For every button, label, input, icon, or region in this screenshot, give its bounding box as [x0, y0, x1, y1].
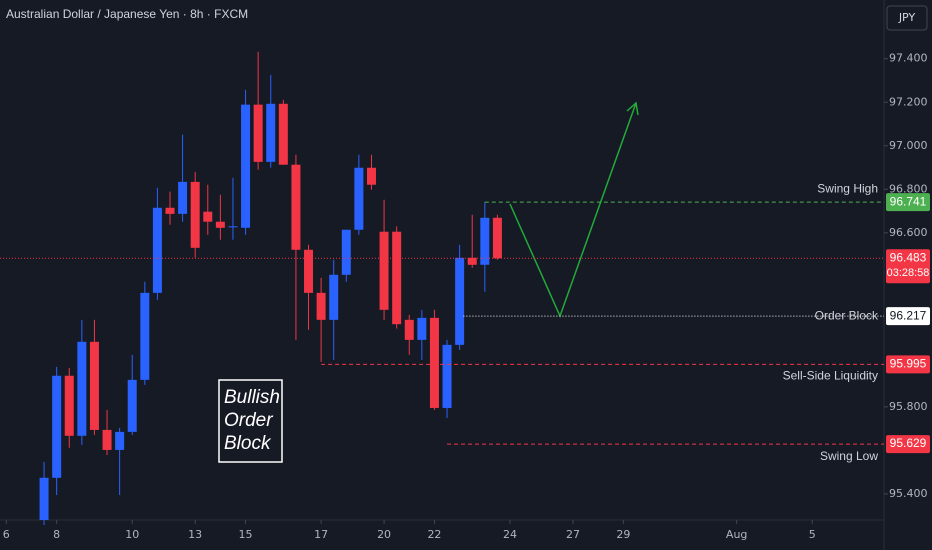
x-tick-label: 17	[314, 528, 328, 541]
candle-body	[442, 344, 452, 408]
price-label-box	[886, 435, 930, 454]
x-tick-label: Aug	[726, 528, 747, 541]
candle-body	[253, 104, 263, 162]
candle-body	[341, 229, 351, 275]
candle-body	[429, 317, 439, 408]
candle-body	[455, 257, 465, 345]
candle-body	[77, 341, 87, 436]
price-label-box	[886, 355, 930, 374]
x-tick-label: 6	[3, 528, 10, 541]
candle-body	[266, 103, 276, 162]
candle-body	[492, 217, 502, 259]
level-label: Sell-Side Liquidity	[783, 369, 878, 383]
candle-body	[278, 103, 288, 165]
x-tick-label: 10	[125, 528, 139, 541]
candle-body	[467, 257, 477, 265]
x-tick-label: 15	[239, 528, 253, 541]
candle-body	[115, 431, 125, 450]
x-tick-label: 22	[427, 528, 441, 541]
candle-body	[329, 274, 339, 320]
candle-body	[64, 375, 74, 436]
level-label: Swing Low	[820, 449, 878, 463]
candle-body	[366, 167, 376, 185]
price-label: 96.217	[890, 308, 927, 322]
x-tick-label: 13	[188, 528, 202, 541]
x-tick-label: 24	[503, 528, 517, 541]
candle-body	[102, 429, 112, 450]
candle-body	[140, 292, 150, 380]
y-tick-label: 96.600	[889, 226, 928, 239]
arrow-head	[626, 101, 639, 116]
candle-body	[291, 164, 301, 250]
candle-body	[228, 226, 238, 228]
candle-body	[241, 104, 251, 228]
candle-body	[52, 375, 62, 478]
candle-body	[480, 217, 490, 265]
x-tick-label: 27	[566, 528, 580, 541]
last-price-label: 96.483	[890, 250, 927, 264]
candles	[39, 51, 502, 526]
candle-body	[379, 231, 389, 310]
candle-body	[203, 211, 213, 222]
price-label-box	[886, 193, 930, 212]
last-price-box	[886, 249, 930, 284]
x-tick-label: 20	[377, 528, 391, 541]
y-tick-label: 97.400	[889, 52, 928, 65]
box-text: Block	[224, 433, 272, 454]
currency-label: JPY	[898, 11, 916, 24]
candle-body	[304, 249, 314, 293]
candle-body	[127, 379, 137, 432]
y-tick-label: 95.800	[889, 400, 928, 413]
candle-body	[354, 167, 364, 230]
candle-body	[152, 207, 162, 293]
x-tick-label: 8	[53, 528, 60, 541]
candle-body	[178, 181, 188, 214]
candle-body	[417, 317, 427, 340]
box-text: Order	[224, 410, 273, 431]
y-tick-label: 97.200	[889, 95, 928, 108]
y-tick-label: 95.400	[889, 487, 928, 500]
price-label: 96.741	[890, 194, 927, 208]
candle-body	[39, 477, 49, 520]
candle-body	[215, 221, 225, 228]
price-label: 95.995	[890, 357, 927, 371]
order-block-box	[218, 379, 283, 463]
box-text: Bullish	[224, 387, 280, 408]
price-label-box	[886, 307, 930, 326]
candle-body	[190, 181, 200, 248]
countdown: 03:28:58	[887, 267, 930, 279]
candle-body	[316, 292, 326, 320]
x-tick-label: 29	[616, 528, 630, 541]
level-label: Swing High	[817, 181, 878, 195]
chart-title: Australian Dollar / Japanese Yen · 8h · …	[6, 7, 248, 21]
candle-body	[392, 231, 402, 325]
y-tick-label: 96.800	[889, 182, 928, 195]
x-tick-label: 5	[809, 528, 816, 541]
level-label: Order Block	[815, 308, 879, 322]
candle-body	[165, 207, 175, 214]
candle-body	[404, 319, 414, 340]
y-tick-label: 97.000	[889, 139, 928, 152]
price-label: 95.629	[890, 436, 927, 450]
currency-button[interactable]	[886, 5, 928, 31]
candle-body	[89, 341, 99, 430]
